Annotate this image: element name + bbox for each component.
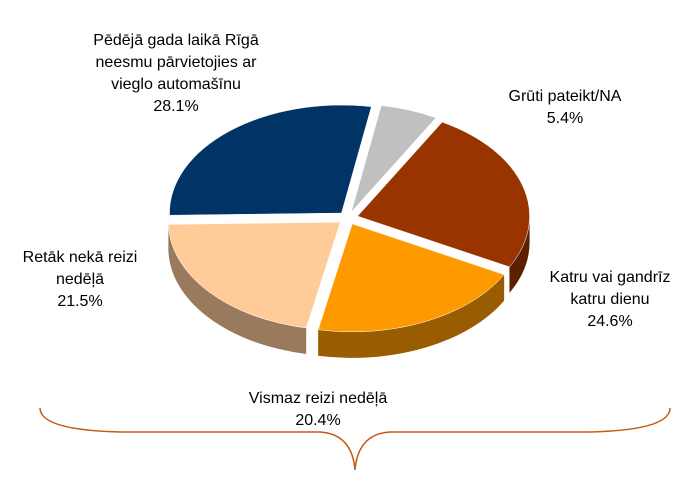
category-label: Grūti pateikt/NA <box>508 88 622 105</box>
value-label: 5.4% <box>546 110 584 127</box>
slice-side <box>509 216 530 293</box>
slice <box>317 223 505 333</box>
category-label: Retāk nekā reizi nedēļā <box>22 249 138 288</box>
brace <box>39 407 671 471</box>
slice-label: Retāk nekā reizi nedēļā 21.5% <box>5 247 155 313</box>
slice-label: Katru vai gandrīz katru dienu 24.6% <box>535 267 685 333</box>
value-label: 20.4% <box>295 412 341 429</box>
category-label: Katru vai gandrīz katru dienu <box>549 269 671 308</box>
category-label: Pēdējā gada laikā Rīgā neesmu pārvietoji… <box>93 32 259 93</box>
slice <box>168 221 341 329</box>
value-label: 28.1% <box>153 98 199 115</box>
value-label: 21.5% <box>57 293 103 310</box>
slice-side <box>318 274 505 358</box>
slice <box>351 105 437 213</box>
slice <box>169 104 372 216</box>
tops <box>168 104 530 333</box>
slice-label: Grūti pateikt/NA 5.4% <box>465 86 665 130</box>
slice-label: Pēdējā gada laikā Rīgā neesmu pārvietoji… <box>92 30 260 118</box>
category-label: Vismaz reizi nedēļā <box>248 390 388 407</box>
value-label: 24.6% <box>587 313 633 330</box>
slice <box>357 121 530 268</box>
slice-label: Vismaz reizi nedēļā 20.4% <box>188 388 448 432</box>
